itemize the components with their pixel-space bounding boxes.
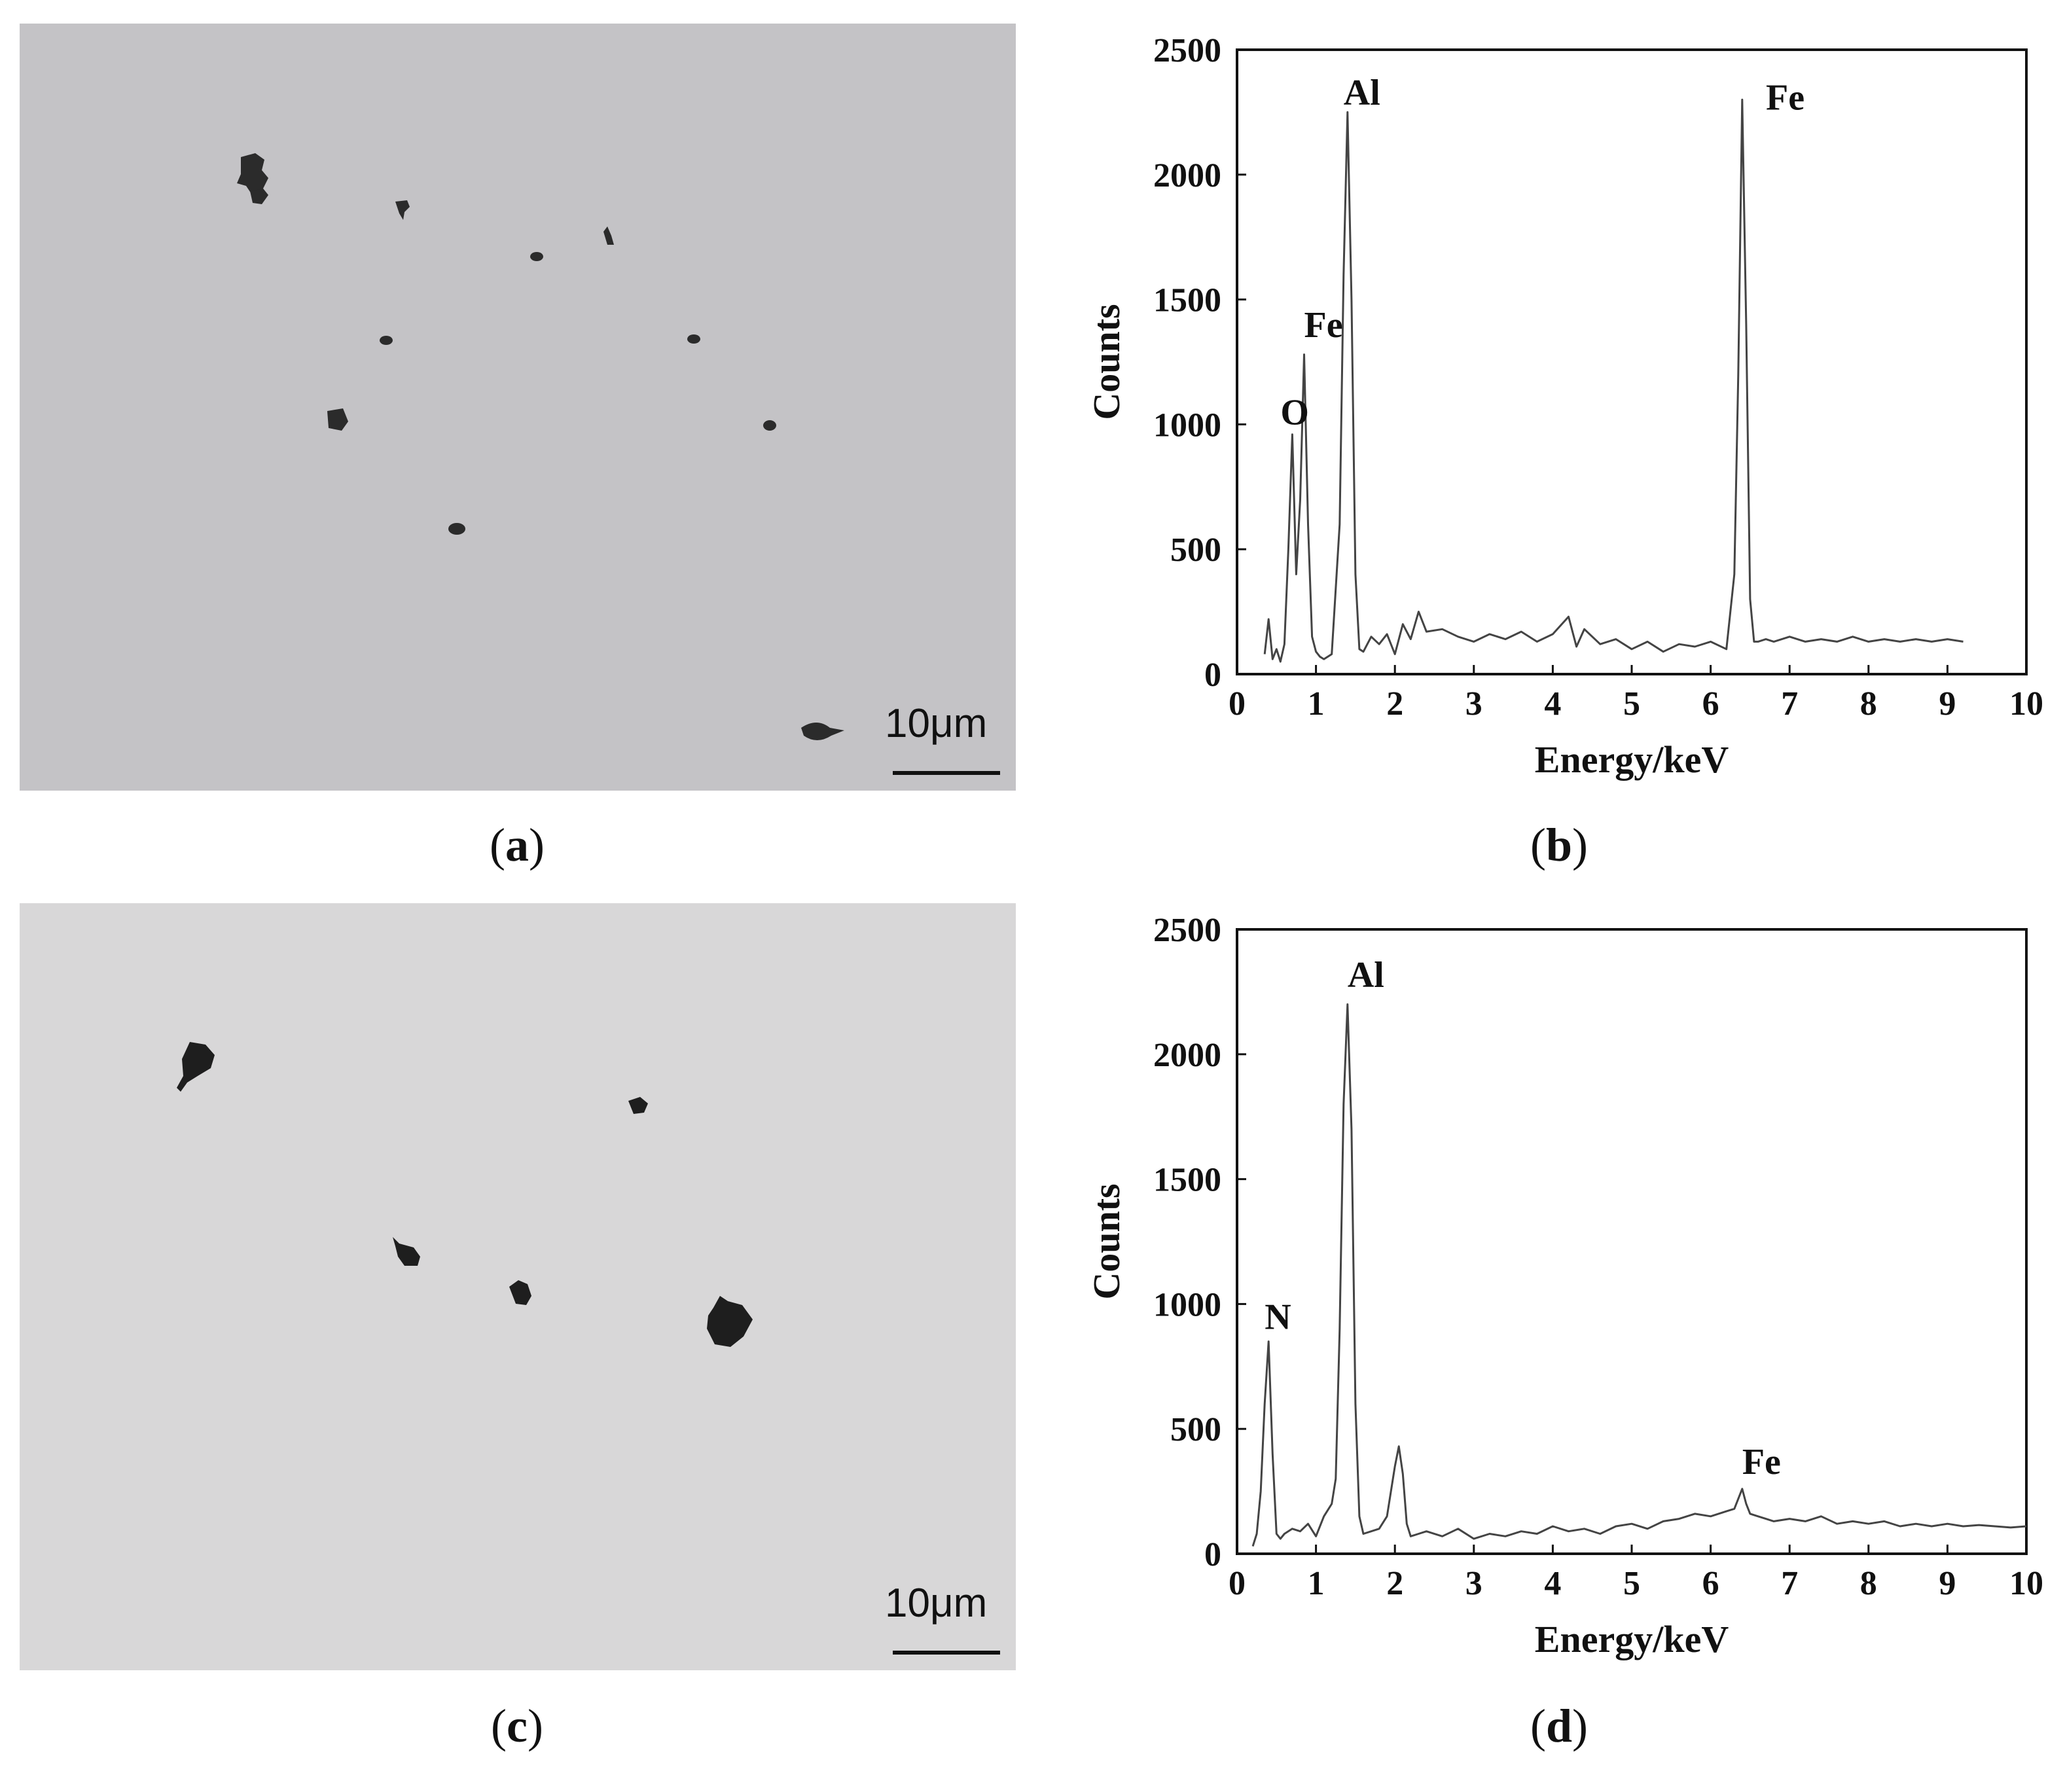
peak-label: Fe (1304, 305, 1343, 346)
inclusion-particle (448, 523, 465, 535)
x-axis-label: Energy/keV (1535, 738, 1729, 781)
inclusion-particle (250, 188, 268, 204)
y-tick-label: 2000 (1153, 1037, 1221, 1074)
scale-label: 10μm (885, 1581, 988, 1626)
y-tick-label: 500 (1170, 1411, 1221, 1448)
caption-a: (a) (490, 819, 545, 871)
x-tick-label: 5 (1623, 1565, 1640, 1602)
x-tick-label: 3 (1465, 1565, 1482, 1602)
y-tick-label: 1000 (1153, 406, 1221, 444)
x-tick-label: 9 (1939, 1565, 1956, 1602)
inclusion-particle (628, 1097, 648, 1114)
x-tick-label: 1 (1308, 685, 1325, 723)
x-tick-label: 9 (1939, 685, 1956, 723)
y-tick-label: 0 (1204, 656, 1221, 694)
y-tick-label: 1500 (1153, 1162, 1221, 1199)
x-tick-label: 4 (1544, 685, 1561, 723)
inclusion-particle (395, 200, 410, 220)
inclusion-particle (801, 723, 844, 740)
y-tick-label: 2500 (1153, 32, 1221, 69)
x-tick-label: 8 (1860, 685, 1877, 723)
y-tick-label: 500 (1170, 531, 1221, 569)
inclusion-particle (509, 1280, 531, 1305)
x-tick-label: 10 (2009, 685, 2042, 723)
inclusion-particle (687, 334, 700, 344)
inclusion-particle (603, 226, 614, 245)
caption-b: (b) (1530, 819, 1588, 871)
peak-label: Fe (1742, 1442, 1781, 1482)
eds-spectrum-b: 0 1 2 3 4 5 6 7 8 9 10 0 500 1000 1500 2000 2500 Energy/k… (1085, 32, 2042, 781)
peak-label: N (1265, 1297, 1291, 1338)
inclusion-particle (177, 1042, 215, 1092)
x-tick-label: 0 (1229, 1565, 1246, 1602)
x-axis-label: Energy/keV (1535, 1618, 1729, 1660)
x-tick-label: 7 (1781, 1565, 1798, 1602)
inclusions-c (177, 1042, 753, 1347)
x-tick-label: 0 (1229, 685, 1246, 723)
micrograph-c: 10μm (20, 903, 1016, 1670)
inclusion-particle (707, 1296, 753, 1347)
x-tick-label: 2 (1386, 685, 1403, 723)
x-tick-label: 10 (2009, 1565, 2042, 1602)
x-tick-label: 4 (1544, 1565, 1561, 1602)
y-tick-label: 2500 (1153, 912, 1221, 949)
scale-label: 10μm (885, 701, 988, 746)
peak-label: Al (1344, 73, 1380, 113)
y-axis-label: Counts (1085, 304, 1128, 420)
y-tick-label: 1500 (1153, 282, 1221, 319)
inclusion-particle (393, 1237, 420, 1266)
peak-label: Fe (1766, 78, 1805, 118)
scale-bar (893, 1651, 1000, 1655)
y-tick-label: 0 (1204, 1536, 1221, 1573)
x-tick-label: 6 (1702, 1565, 1719, 1602)
peak-label: Al (1348, 955, 1384, 995)
caption-d: (d) (1530, 1700, 1588, 1752)
peak-label: O (1280, 392, 1309, 433)
inclusion-particle (763, 420, 776, 431)
caption-c: (c) (491, 1700, 543, 1752)
micrograph-a: 10μm (20, 24, 1016, 791)
inclusion-particle (530, 252, 543, 261)
spectrum-line (1251, 1003, 2027, 1547)
x-tick-label: 3 (1465, 685, 1482, 723)
inclusions-a (237, 153, 844, 740)
inclusion-particle (237, 153, 268, 194)
x-tick-label: 7 (1781, 685, 1798, 723)
y-tick-label: 1000 (1153, 1286, 1221, 1323)
eds-spectrum-d: 0 1 2 3 4 5 6 7 8 9 10 0 500 1000 1500 2000 2500 Energy/k… (1085, 912, 2042, 1660)
x-tick-label: 2 (1386, 1565, 1403, 1602)
spectrum-line (1263, 98, 1964, 663)
x-tick-label: 1 (1308, 1565, 1325, 1602)
inclusion-particle (380, 336, 393, 345)
y-tick-label: 2000 (1153, 157, 1221, 194)
y-axis-label: Counts (1085, 1183, 1128, 1299)
plot-frame (1236, 928, 2028, 1555)
x-tick-label: 8 (1860, 1565, 1877, 1602)
x-tick-label: 6 (1702, 685, 1719, 723)
scale-bar (893, 771, 1000, 775)
inclusion-particle (327, 408, 348, 431)
x-tick-label: 5 (1623, 685, 1640, 723)
